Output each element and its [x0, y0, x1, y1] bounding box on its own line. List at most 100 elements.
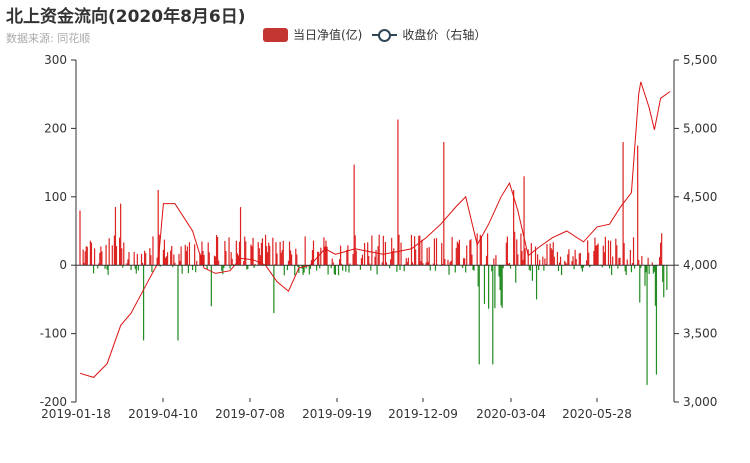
bar-net-inflow: [660, 242, 662, 266]
bar-net-inflow: [280, 252, 282, 266]
bar-net-inflow: [145, 253, 147, 266]
y-left-tick-label: -200: [40, 395, 67, 409]
bar-net-inflow: [485, 255, 488, 266]
bar-net-inflow: [282, 240, 284, 266]
bar-net-inflow: [530, 243, 532, 266]
bar-net-inflow: [521, 250, 523, 266]
legend-item-close-price[interactable]: 收盘价（右轴）: [372, 26, 486, 43]
bar-net-inflow: [578, 253, 580, 266]
bar-net-inflow: [174, 262, 176, 266]
price-line-layer: [79, 81, 671, 378]
bar-net-inflow: [363, 243, 366, 266]
bar-net-inflow: [355, 250, 357, 266]
bar-net-inflow: [128, 252, 130, 266]
bar-net-inflow: [137, 265, 139, 271]
bar-net-inflow: [279, 241, 281, 266]
bar-net-inflow: [456, 241, 458, 266]
bar-net-inflow: [291, 254, 293, 266]
bar-net-inflow: [337, 265, 340, 276]
bar-net-inflow: [486, 233, 489, 266]
bar-net-inflow: [201, 241, 203, 266]
bar-net-inflow: [403, 265, 405, 272]
bar-net-inflow: [516, 239, 518, 266]
bar-net-inflow: [455, 247, 457, 266]
bar-net-inflow: [421, 239, 423, 266]
bar-net-inflow: [375, 250, 377, 266]
bar-net-inflow: [544, 258, 546, 266]
bar-net-inflow: [420, 261, 422, 266]
bar-net-inflow: [435, 238, 438, 266]
bar-net-inflow: [612, 256, 614, 266]
bar-net-inflow: [571, 261, 573, 266]
bar-net-inflow: [476, 233, 478, 266]
bar-net-inflow: [542, 256, 544, 266]
bar-net-inflow: [574, 249, 576, 266]
bar-net-inflow: [236, 253, 238, 266]
bar-net-inflow: [352, 253, 354, 266]
bar-net-inflow: [444, 258, 446, 266]
bar-net-inflow: [86, 246, 88, 266]
bar-net-inflow: [196, 260, 198, 266]
bar-net-inflow: [353, 164, 355, 266]
bar-net-inflow: [624, 265, 626, 272]
bar-net-inflow: [120, 203, 122, 266]
bar-net-inflow: [258, 248, 260, 266]
bar-net-inflow: [310, 260, 313, 266]
bar-net-inflow: [200, 254, 202, 266]
bar-net-inflow: [377, 246, 379, 266]
bar-net-inflow: [479, 234, 481, 266]
bar-net-inflow: [538, 265, 540, 270]
bar-net-inflow: [229, 265, 231, 269]
chart-subtitle: 数据来源: 同花顺: [6, 32, 91, 45]
bar-net-inflow: [135, 265, 137, 274]
bar-net-inflow: [632, 237, 635, 266]
bar-net-inflow: [244, 236, 246, 266]
bar-net-inflow: [559, 256, 562, 266]
bar-net-inflow: [491, 265, 493, 272]
x-tick-label: 2020-05-28: [562, 407, 632, 421]
bar-net-inflow: [492, 265, 494, 365]
bar-net-inflow: [595, 245, 597, 266]
bar-net-inflow: [172, 265, 174, 268]
bar-net-inflow: [273, 265, 275, 314]
bar-net-inflow: [625, 265, 627, 275]
bar-net-inflow: [406, 261, 408, 266]
bar-net-inflow: [79, 210, 81, 266]
bar-net-inflow: [323, 237, 325, 266]
bar-net-inflow: [483, 265, 486, 304]
bar-net-inflow: [151, 265, 153, 272]
bar-net-inflow: [260, 242, 262, 266]
bar-net-inflow: [163, 239, 166, 266]
bar-net-inflow: [126, 263, 128, 266]
bar-net-inflow: [637, 145, 639, 266]
bar-net-inflow: [217, 236, 219, 266]
legend-label-net-inflow: 当日净值(亿): [293, 28, 363, 42]
bar-net-inflow: [152, 236, 154, 266]
bar-net-inflow: [207, 242, 209, 266]
bar-net-inflow: [97, 265, 99, 269]
x-tick-label: 2019-04-10: [128, 407, 198, 421]
bar-net-inflow: [580, 265, 582, 269]
bar-net-inflow: [631, 263, 634, 266]
x-tick-label: 2020-03-04: [476, 407, 546, 421]
bar-net-inflow: [213, 255, 216, 266]
bar-net-inflow: [305, 265, 307, 269]
bar-net-inflow: [367, 242, 369, 266]
bar-net-inflow: [264, 234, 267, 266]
bar-net-inflow: [354, 235, 356, 266]
bar-net-inflow: [90, 242, 93, 266]
legend-item-net-inflow[interactable]: 当日净值(亿): [263, 26, 362, 43]
bar-net-inflow: [228, 237, 230, 266]
bar-net-inflow: [222, 265, 224, 275]
bar-net-inflow: [388, 265, 391, 269]
bar-net-inflow: [288, 241, 291, 266]
bar-net-inflow: [105, 244, 107, 266]
bar-net-inflow: [275, 242, 277, 266]
bar-net-inflow: [581, 265, 584, 272]
y-left-tick-label: 300: [44, 53, 67, 67]
bar-net-inflow: [448, 265, 450, 275]
bar-net-inflow: [257, 242, 259, 266]
bar-net-inflow: [113, 235, 115, 266]
bar-net-inflow: [415, 249, 417, 266]
bar-net-inflow: [572, 256, 574, 266]
